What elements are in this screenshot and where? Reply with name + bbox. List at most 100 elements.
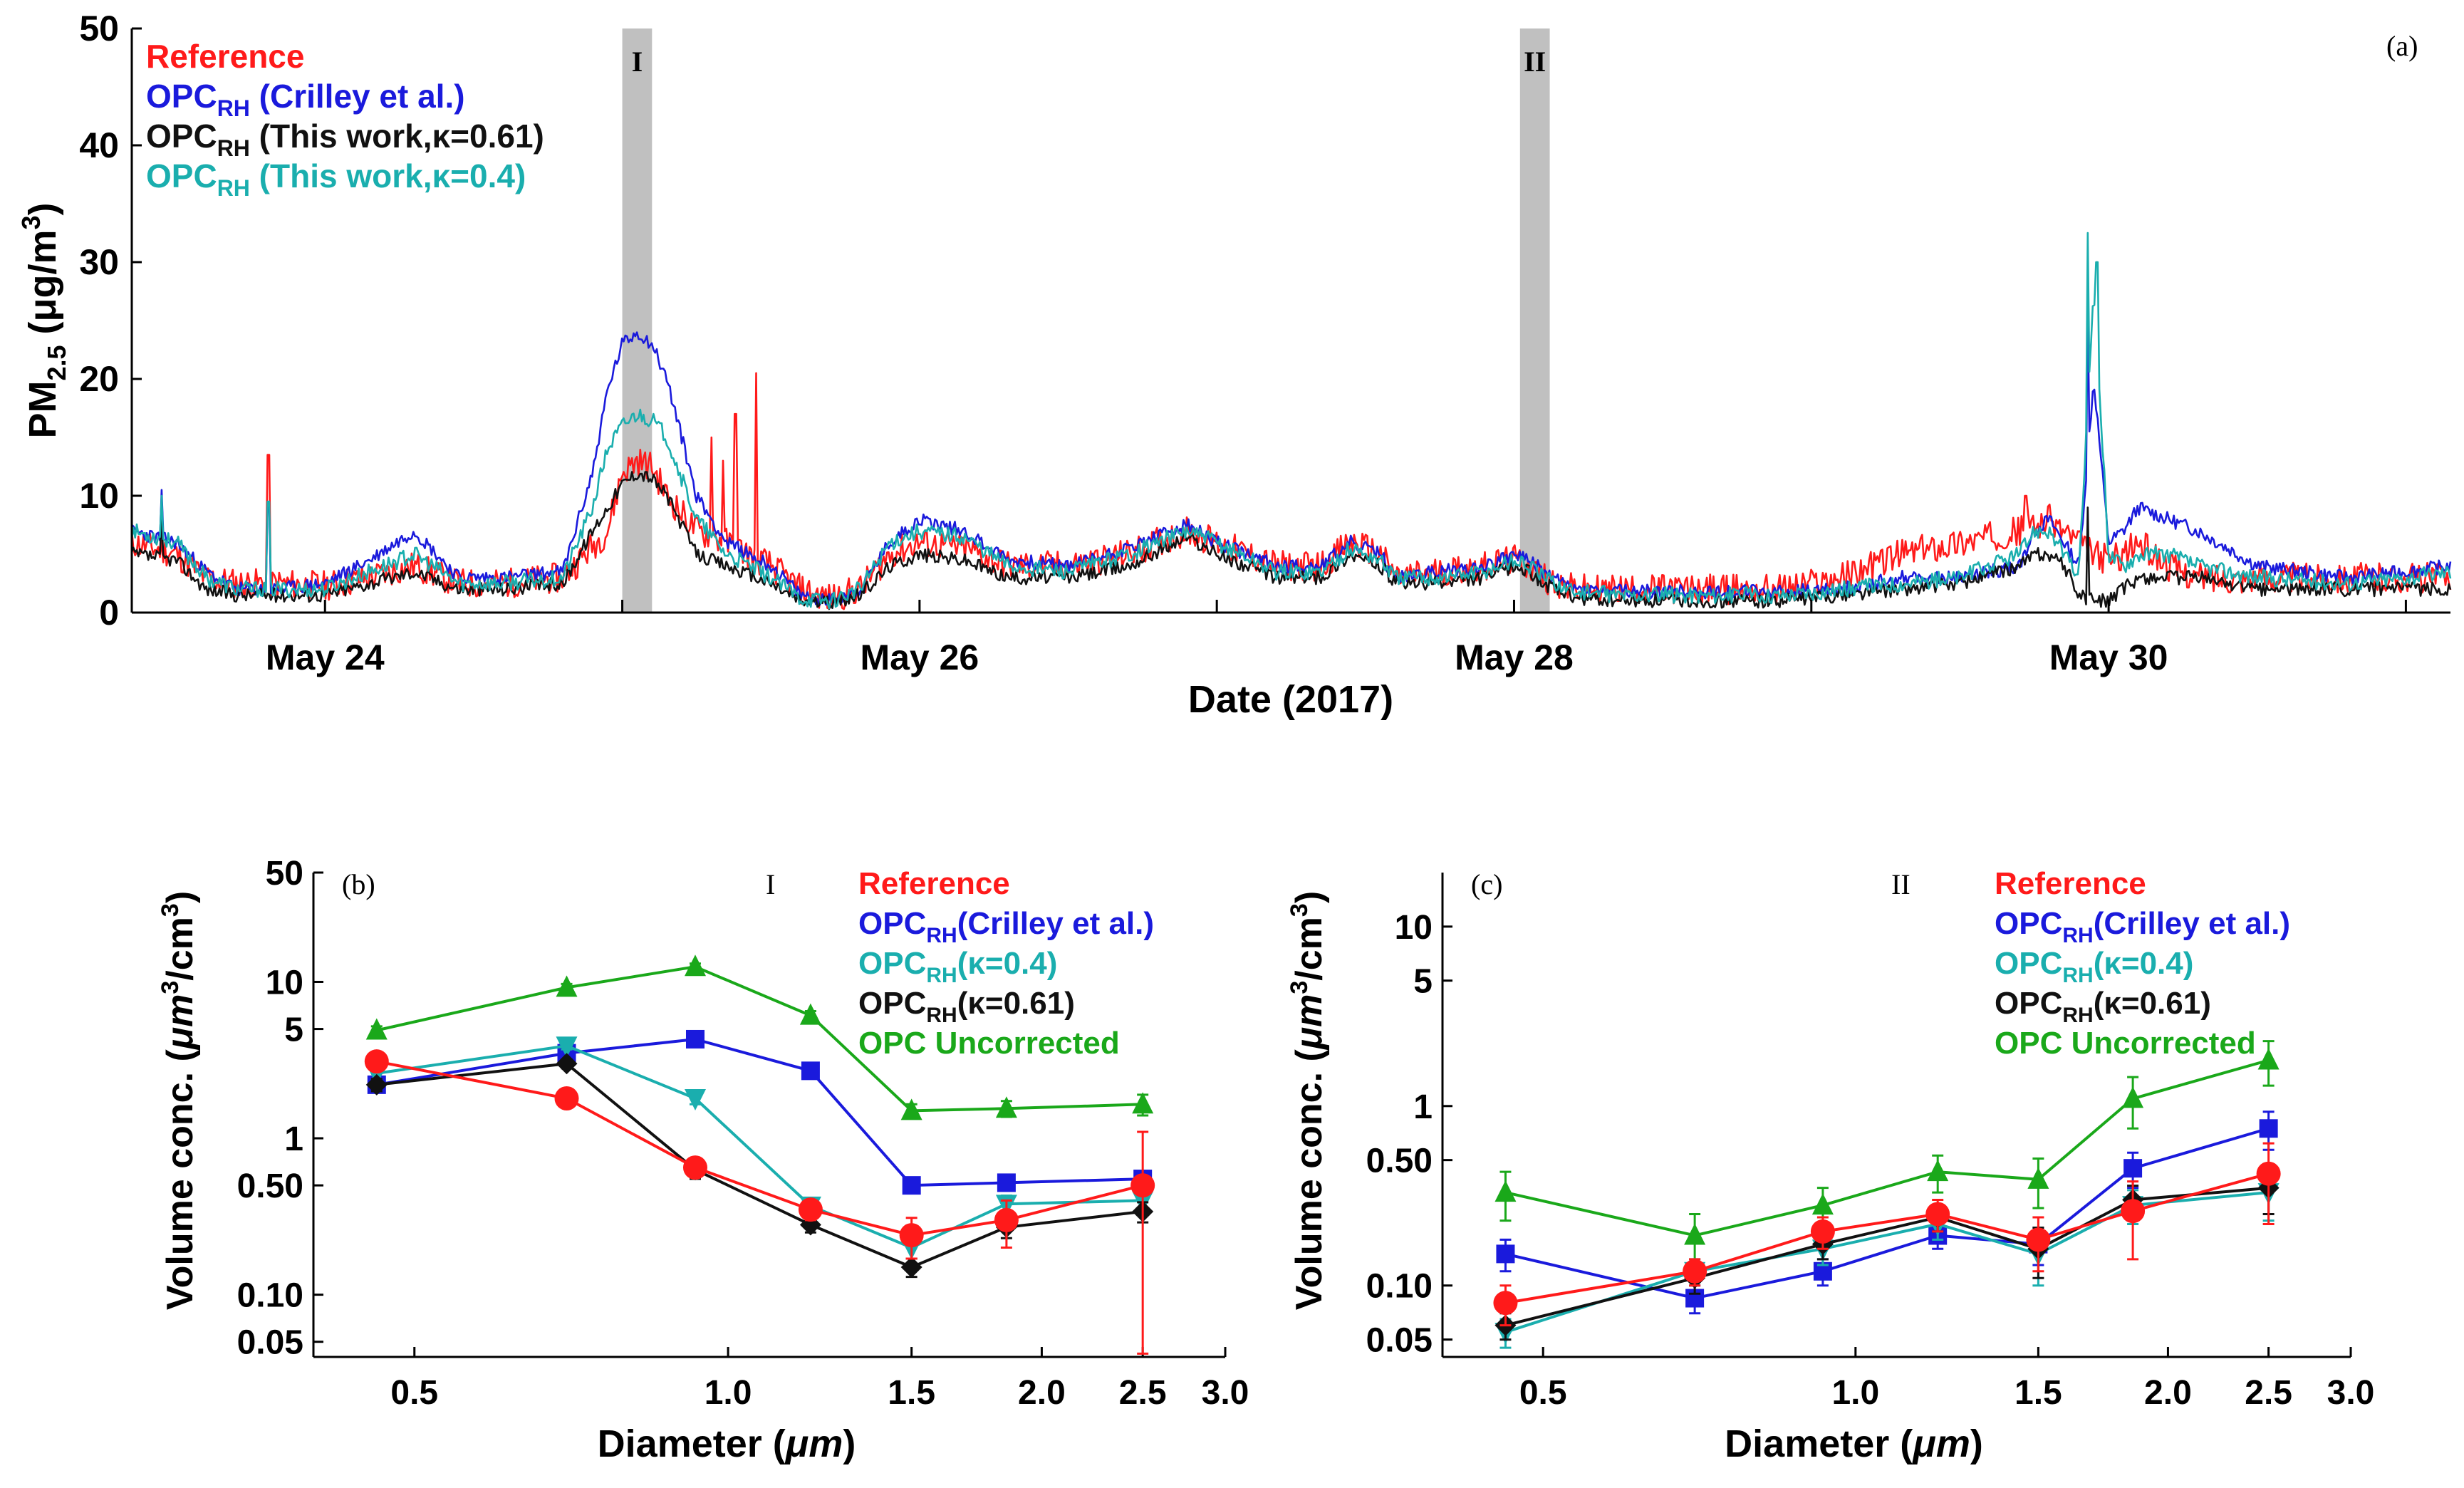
y-label-unit: (μg/m <box>21 229 64 345</box>
legend-text: OPC <box>146 78 217 115</box>
legend-text: (κ=0.4) <box>957 946 1058 981</box>
y-label-text: /cm <box>160 917 201 981</box>
marker-diamond <box>556 1053 578 1075</box>
x-tick-label: 2.5 <box>1119 1374 1167 1412</box>
event-band-label: I <box>632 46 643 78</box>
x-tick-label: 0.5 <box>390 1374 438 1412</box>
marker-square <box>1496 1244 1515 1264</box>
x-label-text: Diameter ( <box>1725 1422 1913 1465</box>
x-axis-label: Date (2017) <box>1188 678 1393 721</box>
x-tick-label: 1.5 <box>2015 1374 2062 1412</box>
legend-entry-k061: OPCRH (This work,κ=0.61) <box>146 118 544 161</box>
y-tick-label: 10 <box>266 964 303 1001</box>
panel-c-size-distribution: 0.05 0.10 0.50 1 5 10 0.5 1.0 1.5 2.0 2.5 3.0 Diamet… <box>1286 866 2374 1465</box>
x-tick-label: May 28 <box>1455 638 1574 677</box>
y-tick-label: 50 <box>266 855 303 893</box>
x-tick-label: 1.5 <box>888 1374 935 1412</box>
x-tick-label: 0.5 <box>1519 1374 1567 1412</box>
y-tick-label: 30 <box>79 242 119 282</box>
y-tick-label: 0 <box>99 593 119 633</box>
marker-square <box>2123 1159 2143 1178</box>
series-line-k061 <box>130 471 2452 610</box>
y-label-sup: 3 <box>1286 903 1313 917</box>
series-line-reference <box>130 372 2452 610</box>
panel-label: (b) <box>342 868 375 900</box>
legend-text: OPC <box>858 946 926 981</box>
y-tick-label: 0.50 <box>1366 1143 1433 1180</box>
series-line-crilley <box>1504 1127 2270 1300</box>
x-label-text: ) <box>843 1422 856 1465</box>
marker-diamond <box>900 1256 922 1278</box>
legend-sub: RH <box>217 175 250 201</box>
y-label-unit: μm <box>1289 994 1330 1051</box>
y-label-main: PM <box>21 381 64 439</box>
marker-triangle-up <box>1811 1193 1834 1215</box>
legend-entry-k04: OPCRH(κ=0.4) <box>858 946 1057 987</box>
legend-text: OPC <box>858 906 926 941</box>
marker-square <box>685 1029 705 1049</box>
y-tick-label: 1 <box>284 1120 303 1158</box>
y-axis-label: PM2.5 (μg/m3) <box>16 202 71 438</box>
y-label-text: ) <box>160 891 201 903</box>
legend-text: OPC <box>146 118 217 155</box>
legend-entry-crilley: OPCRH (Crilley et al.) <box>146 78 465 121</box>
marker-circle <box>994 1207 1019 1232</box>
x-label-unit: μm <box>1911 1422 1970 1465</box>
marker-triangle-up <box>1494 1180 1517 1202</box>
x-tick-label: 2.0 <box>1018 1374 1066 1412</box>
x-tick-label: May 24 <box>266 638 385 677</box>
legend-text: (κ=0.61) <box>2094 986 2211 1021</box>
legend-sub: RH <box>217 135 250 161</box>
marker-triangle-up <box>2122 1086 2144 1108</box>
y-tick-label: 0.50 <box>237 1167 303 1205</box>
legend-sub: RH <box>926 1004 957 1027</box>
legend-entry-reference: Reference <box>146 38 304 75</box>
x-tick-label: May 26 <box>860 638 979 677</box>
marker-circle <box>1493 1291 1518 1316</box>
y-label-sup: 3 <box>157 981 184 994</box>
y-tick-label: 0.05 <box>237 1324 303 1362</box>
y-label-text: /cm <box>1289 917 1330 981</box>
period-label: II <box>1891 868 1911 900</box>
series-line-crilley <box>376 1037 1143 1187</box>
legend-text: OPC <box>146 157 217 194</box>
legend-sub: RH <box>2062 1004 2093 1027</box>
y-tick-label: 1 <box>1413 1088 1433 1126</box>
series-line-crilley <box>131 308 2452 607</box>
x-label-text: ) <box>1970 1422 1983 1465</box>
marker-circle <box>1810 1219 1835 1244</box>
y-tick-label: 0.05 <box>1366 1322 1433 1360</box>
marker-circle <box>364 1049 389 1074</box>
x-label-text: Diameter ( <box>598 1422 786 1465</box>
marker-triangle-up <box>1927 1160 1949 1182</box>
marker-circle <box>554 1086 579 1110</box>
series-line-k061 <box>1504 1186 2269 1327</box>
y-axis-label: Volume conc. (μm3/cm3) <box>157 891 201 1310</box>
period-label: I <box>766 868 775 900</box>
legend-entry-crilley: OPCRH(Crilley et al.) <box>858 906 1154 947</box>
marker-triangle-down <box>684 1088 706 1110</box>
y-tick-label: 0.10 <box>237 1277 303 1315</box>
y-label-sub: 2.5 <box>42 345 71 381</box>
legend-entry-k061: OPCRH(κ=0.61) <box>858 986 1075 1027</box>
legend-entry-uncorrected: OPC Uncorrected <box>858 1026 1120 1061</box>
event-band-I <box>622 28 653 613</box>
marker-triangle-up <box>556 975 578 997</box>
legend-text: Reference <box>146 38 304 75</box>
y-axis-label: Volume conc. (μm3/cm3) <box>1286 891 1330 1310</box>
marker-triangle-up <box>1684 1223 1706 1245</box>
y-tick-label: 20 <box>79 359 119 399</box>
panel-b-size-distribution: 0.05 0.10 0.50 1 5 10 50 0.5 1.0 1.5 2.0 2.5 3.0 Diam… <box>157 855 1249 1465</box>
legend-text: OPC Uncorrected <box>1995 1026 2256 1061</box>
marker-triangle-down <box>556 1036 578 1058</box>
legend-entry-reference: Reference <box>858 866 1010 901</box>
legend-entry-crilley: OPCRH(Crilley et al.) <box>1995 906 2290 947</box>
series-line-uncorrected <box>1504 1058 2270 1237</box>
y-label-unit: μm <box>160 994 201 1051</box>
marker-triangle-up <box>1132 1092 1154 1114</box>
legend-text: (Crilley et al.) <box>2094 906 2290 941</box>
y-tick-label: 40 <box>79 125 119 165</box>
marker-triangle-up <box>799 1003 821 1025</box>
marker-square <box>902 1176 921 1195</box>
series-line-reference <box>1505 1172 2270 1305</box>
